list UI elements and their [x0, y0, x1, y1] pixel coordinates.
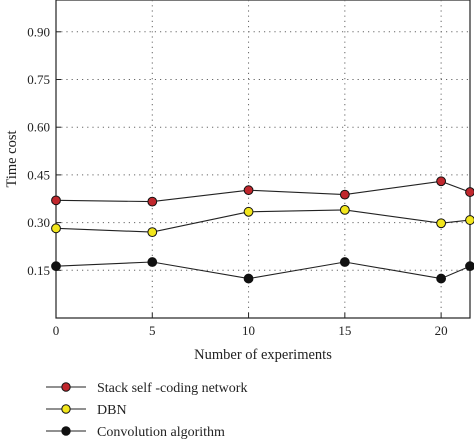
y-tick-label: 0.15	[27, 263, 50, 278]
legend: Stack self -coding network DBN Convolution…	[46, 381, 247, 440]
data-point	[436, 218, 447, 229]
data-point	[436, 176, 447, 187]
x-tick-label: 10	[242, 323, 255, 338]
series	[51, 176, 474, 284]
y-tick-label: 0.90	[27, 24, 50, 39]
data-point	[147, 196, 158, 207]
grid	[56, 0, 470, 318]
y-tick-label: 0.75	[27, 72, 50, 87]
data-point	[243, 185, 254, 196]
data-point	[51, 223, 61, 234]
y-tick-label: 0.30	[27, 215, 50, 230]
data-point	[147, 227, 158, 238]
plot-area: 0.15 0.30 0.45 0.60 0.75 0.90 0 5 10 15 20	[27, 0, 474, 338]
x-tick-label: 20	[435, 323, 448, 338]
data-point	[51, 195, 61, 206]
data-point	[465, 187, 474, 197]
data-point	[243, 273, 254, 284]
y-tick-label: 0.60	[27, 120, 50, 135]
x-tick-label: 5	[149, 323, 156, 338]
series-line	[55, 261, 471, 280]
legend-marker	[61, 426, 71, 436]
legend-label: DBN	[97, 403, 127, 418]
data-point	[339, 257, 350, 267]
data-point	[51, 261, 61, 272]
x-tick-label: 15	[338, 323, 351, 338]
data-point	[339, 189, 350, 200]
legend-label: Convolution algorithm	[97, 425, 225, 440]
plot-frame	[55, 0, 471, 319]
x-tick-label: 0	[53, 323, 60, 338]
legend-marker	[61, 404, 71, 414]
y-tick-label: 0.45	[27, 167, 50, 182]
legend-marker	[61, 382, 71, 392]
data-point	[339, 204, 350, 215]
data-point	[465, 215, 474, 225]
data-point	[436, 273, 447, 284]
series-line	[55, 180, 471, 203]
ticks: 0.15 0.30 0.45 0.60 0.75 0.90 0 5 10 15 20	[27, 24, 447, 338]
data-point	[243, 206, 254, 217]
data-point	[465, 261, 474, 272]
y-axis-label: Time cost	[4, 130, 20, 187]
data-point	[147, 257, 158, 267]
legend-label: Stack self -coding network	[97, 381, 247, 396]
x-axis-label: Number of experiments	[194, 347, 332, 363]
